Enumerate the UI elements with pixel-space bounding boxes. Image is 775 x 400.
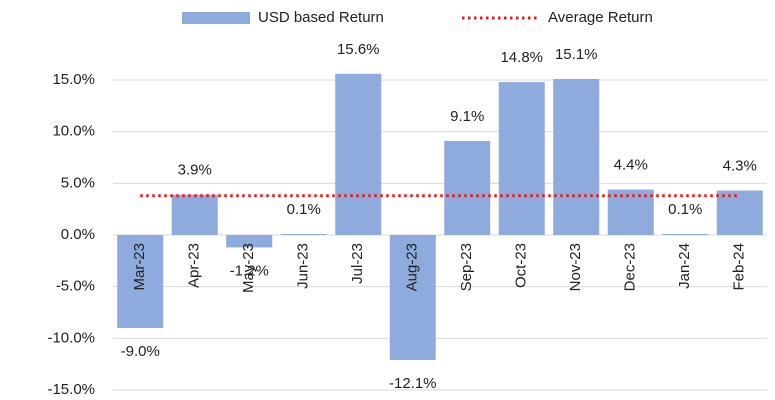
data-label: 4.3% (723, 158, 757, 175)
y-tick-label: 10.0% (52, 123, 95, 140)
bar (226, 235, 273, 248)
data-label: 14.8% (500, 49, 543, 66)
y-tick-label: 15.0% (52, 71, 95, 88)
data-label: 15.1% (555, 46, 598, 63)
y-tick-label: -5.0% (56, 278, 95, 295)
data-label: -9.0% (121, 343, 160, 360)
y-tick-label: 5.0% (61, 174, 95, 191)
x-tick-label: May-23 (240, 243, 257, 293)
x-tick-label: Oct-23 (513, 243, 530, 288)
bar (498, 82, 545, 235)
bar (662, 233, 709, 235)
data-label: 0.1% (668, 201, 702, 218)
legend-label: Average Return (548, 9, 653, 26)
data-label: -12.1% (389, 375, 437, 392)
data-label: 4.4% (614, 157, 648, 174)
y-tick-label: 0.0% (61, 226, 95, 243)
x-tick-label: Nov-23 (567, 243, 584, 291)
legend-swatch (182, 12, 250, 24)
x-tick-label: Jun-23 (295, 243, 312, 289)
x-tick-label: Jan-24 (676, 243, 693, 289)
x-tick-label: Jul-23 (349, 243, 366, 284)
x-tick-label: Apr-23 (186, 243, 203, 288)
data-label: 9.1% (450, 108, 484, 125)
bar (444, 140, 491, 235)
y-tick-label: -15.0% (47, 381, 95, 398)
data-label: 0.1% (287, 201, 321, 218)
y-tick-label: -10.0% (47, 329, 95, 346)
x-tick-label: Dec-23 (622, 243, 639, 291)
legend-label: USD based Return (258, 9, 384, 26)
x-tick-label: Feb-24 (731, 243, 748, 291)
x-tick-label: Aug-23 (404, 243, 421, 291)
bar (716, 190, 763, 235)
x-tick-label: Sep-23 (458, 243, 475, 291)
data-label: 3.9% (178, 162, 212, 179)
bar (335, 73, 382, 235)
data-label: -1.2% (230, 262, 269, 279)
bar (280, 233, 327, 235)
bar (117, 235, 164, 328)
x-tick-label: Mar-23 (131, 243, 148, 291)
bar (389, 235, 436, 361)
data-label: 15.6% (337, 41, 380, 58)
bar (171, 194, 218, 235)
bar (553, 78, 600, 235)
